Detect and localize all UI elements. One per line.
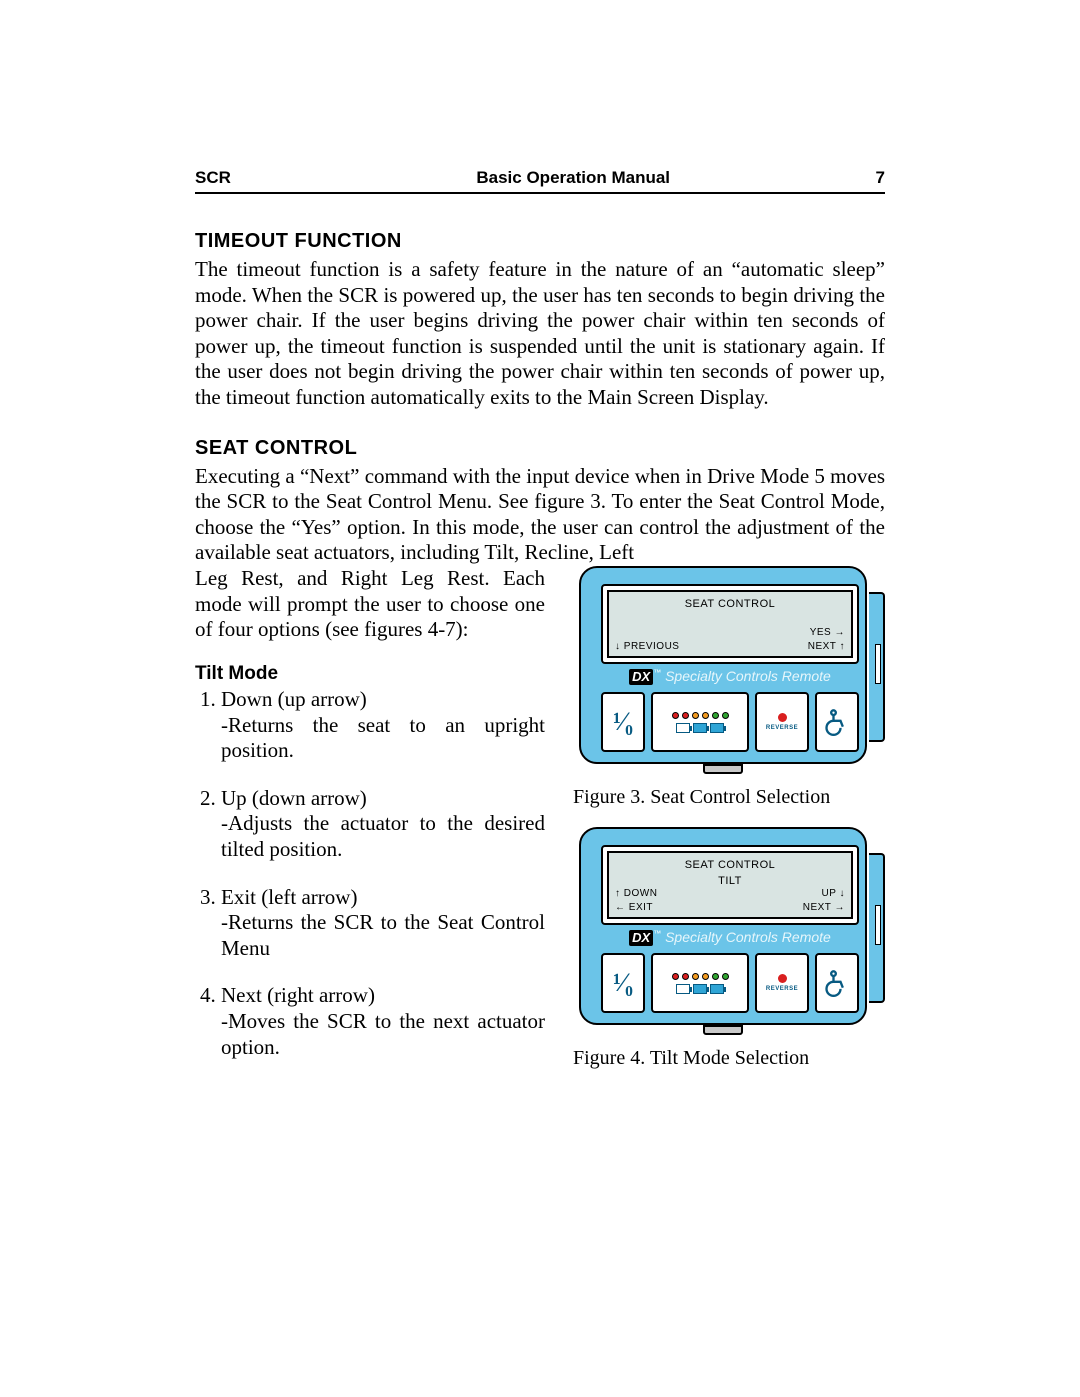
wheelchair-panel	[815, 692, 859, 752]
dot-green-icon	[722, 973, 729, 980]
device-icon-row: ¹⁄₀	[601, 953, 859, 1013]
io-label: ¹⁄₀	[613, 707, 633, 737]
screen1-yes: YES →	[810, 627, 845, 638]
battery-fill-icon	[710, 723, 724, 733]
reverse-label: REVERSE	[766, 725, 798, 731]
dot-red-icon	[672, 712, 679, 719]
screen2-title: SEAT CONTROL	[609, 859, 851, 871]
device-brand: DX™ Specialty Controls Remote	[601, 929, 859, 946]
device-body: SEAT CONTROL YES → ↓ PREVIOUS NEXT ↑ DX™…	[579, 566, 867, 764]
screen2-down: ↑ DOWN	[615, 888, 657, 899]
tilt-item-3-head: Exit (left arrow)	[221, 885, 357, 909]
device-side-slot	[875, 644, 881, 684]
seat-title: SEAT CONTROL	[195, 437, 885, 460]
seat-body-wrap: Leg Rest, and Right Leg Rest. Each mode …	[195, 566, 545, 643]
screen2-exit: ← EXIT	[615, 902, 653, 913]
header-left: SCR	[195, 168, 231, 188]
wheelchair-icon	[823, 969, 851, 997]
battery-icon	[676, 984, 690, 994]
tilt-item-2-head: Up (down arrow)	[221, 786, 367, 810]
io-label: ¹⁄₀	[613, 968, 633, 998]
seat-body-full: Executing a “Next” command with the inpu…	[195, 464, 885, 566]
dot-orange-icon	[692, 712, 699, 719]
reverse-dot-icon	[778, 713, 787, 722]
battery-icon	[676, 723, 690, 733]
power-toggle-icon: ¹⁄₀	[601, 953, 645, 1013]
battery-fill-icon	[693, 984, 707, 994]
tilt-item-4-head: Next (right arrow)	[221, 983, 375, 1007]
two-column-region: Leg Rest, and Right Leg Rest. Each mode …	[195, 566, 885, 1088]
figure-4-caption: Figure 4. Tilt Mode Selection	[573, 1047, 885, 1070]
left-column: Leg Rest, and Right Leg Rest. Each mode …	[195, 566, 545, 1088]
status-panel	[651, 953, 749, 1013]
screen1-title: SEAT CONTROL	[609, 598, 851, 610]
device-screen-frame: SEAT CONTROL TILT ↑ DOWN ← EXIT UP ↓ NEX…	[601, 845, 859, 925]
device-screen-2: SEAT CONTROL TILT ↑ DOWN ← EXIT UP ↓ NEX…	[607, 851, 853, 919]
header-center: Basic Operation Manual	[231, 168, 876, 188]
dot-red-icon	[682, 712, 689, 719]
tilt-item-2: Up (down arrow) -Adjusts the actuator to…	[221, 786, 545, 863]
dot-red-icon	[682, 973, 689, 980]
screen2-sub: TILT	[609, 875, 851, 887]
reverse-panel: REVERSE	[755, 692, 809, 752]
brand-tm: ™	[653, 668, 661, 677]
tilt-item-4: Next (right arrow) -Moves the SCR to the…	[221, 983, 545, 1060]
tilt-item-3-desc: -Returns the SCR to the Seat Control Men…	[221, 910, 545, 960]
battery-row	[676, 723, 724, 733]
status-dots	[672, 712, 729, 719]
device-side-slot	[875, 905, 881, 945]
reverse-panel: REVERSE	[755, 953, 809, 1013]
device-body: SEAT CONTROL TILT ↑ DOWN ← EXIT UP ↓ NEX…	[579, 827, 867, 1025]
status-dots	[672, 973, 729, 980]
figure-3-device: SEAT CONTROL YES → ↓ PREVIOUS NEXT ↑ DX™…	[573, 566, 885, 776]
tilt-item-3: Exit (left arrow) -Returns the SCR to th…	[221, 885, 545, 962]
tilt-list: Down (up arrow) -Returns the seat to an …	[195, 687, 545, 1060]
device-bottom-tab	[703, 1025, 743, 1035]
power-toggle-icon: ¹⁄₀	[601, 692, 645, 752]
tilt-item-1: Down (up arrow) -Returns the seat to an …	[221, 687, 545, 764]
figure-3-caption: Figure 3. Seat Control Selection	[573, 786, 885, 809]
dot-green-icon	[722, 712, 729, 719]
reverse-dot-icon	[778, 974, 787, 983]
battery-fill-icon	[693, 723, 707, 733]
tilt-mode-title: Tilt Mode	[195, 663, 545, 685]
battery-row	[676, 984, 724, 994]
screen2-next: NEXT →	[803, 902, 845, 913]
device-icon-row: ¹⁄₀	[601, 692, 859, 752]
brand-text: Specialty Controls Remote	[665, 929, 831, 945]
device-screen-frame: SEAT CONTROL YES → ↓ PREVIOUS NEXT ↑	[601, 584, 859, 664]
tilt-item-4-desc: -Moves the SCR to the next actuator opti…	[221, 1009, 545, 1059]
page-number: 7	[876, 168, 885, 188]
timeout-body: The timeout function is a safety feature…	[195, 257, 885, 411]
reverse-label: REVERSE	[766, 986, 798, 992]
timeout-title: TIMEOUT FUNCTION	[195, 230, 885, 253]
device-brand: DX™ Specialty Controls Remote	[601, 668, 859, 685]
tilt-item-1-head: Down (up arrow)	[221, 687, 367, 711]
wheelchair-panel	[815, 953, 859, 1013]
dot-red-icon	[672, 973, 679, 980]
tilt-item-2-desc: -Adjusts the actuator to the desired til…	[221, 811, 545, 861]
brand-text: Specialty Controls Remote	[665, 668, 831, 684]
device-bottom-tab	[703, 764, 743, 774]
device-screen-1: SEAT CONTROL YES → ↓ PREVIOUS NEXT ↑	[607, 590, 853, 658]
manual-page: SCR Basic Operation Manual 7 TIMEOUT FUN…	[195, 168, 885, 1088]
screen2-up: UP ↓	[822, 888, 846, 899]
figure-4-device: SEAT CONTROL TILT ↑ DOWN ← EXIT UP ↓ NEX…	[573, 827, 885, 1037]
status-panel	[651, 692, 749, 752]
wheelchair-icon	[823, 708, 851, 736]
dot-orange-icon	[702, 712, 709, 719]
tilt-item-1-desc: -Returns the seat to an upright position…	[221, 713, 545, 763]
dot-green-icon	[712, 973, 719, 980]
dot-green-icon	[712, 712, 719, 719]
brand-tm: ™	[653, 929, 661, 938]
page-header: SCR Basic Operation Manual 7	[195, 168, 885, 194]
brand-dx: DX	[629, 930, 653, 946]
right-column: SEAT CONTROL YES → ↓ PREVIOUS NEXT ↑ DX™…	[573, 566, 885, 1088]
dot-orange-icon	[702, 973, 709, 980]
battery-fill-icon	[710, 984, 724, 994]
dot-orange-icon	[692, 973, 699, 980]
brand-dx: DX	[629, 669, 653, 685]
screen1-next: NEXT ↑	[808, 641, 845, 652]
screen1-previous: ↓ PREVIOUS	[615, 641, 679, 652]
